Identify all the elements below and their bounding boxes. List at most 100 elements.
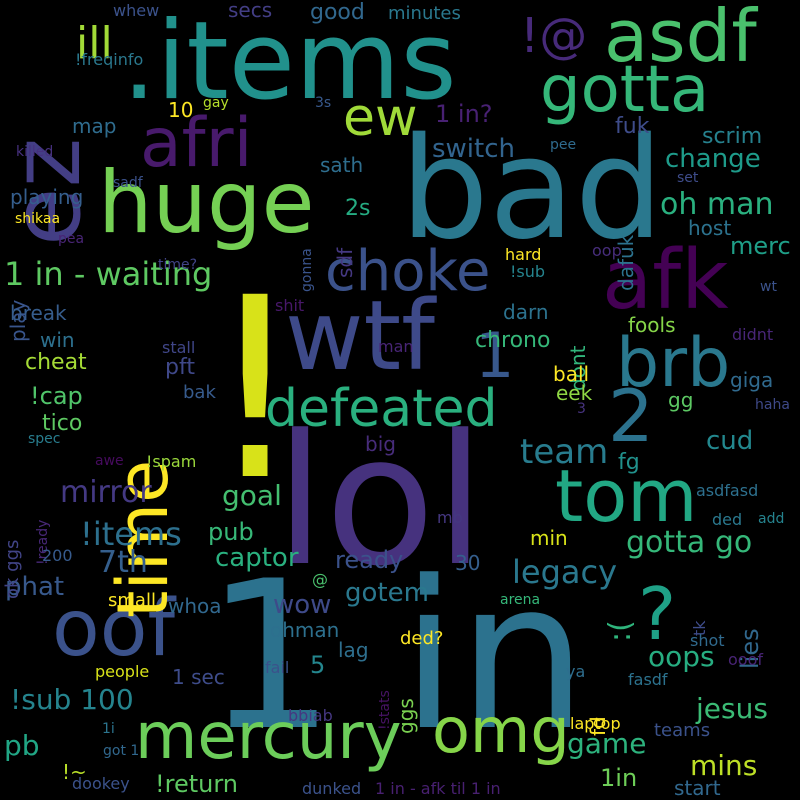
word-oops: oops xyxy=(648,640,715,673)
word-game: game xyxy=(567,727,647,760)
word-lag: lag xyxy=(338,638,369,662)
word-add: add xyxy=(758,511,785,527)
word-host: host xyxy=(688,216,732,240)
word-3: 3 xyxy=(577,401,586,417)
word-chrono: chrono xyxy=(475,328,551,353)
word-gay: gay xyxy=(203,95,229,111)
word-playing: playing xyxy=(10,185,84,209)
word-pea: pea xyxy=(58,231,85,247)
word-hard: hard xyxy=(505,245,542,264)
word-win: win xyxy=(40,328,75,352)
word-ded-q: ded? xyxy=(400,628,444,649)
word-shikaa: shikaa xyxy=(15,211,61,227)
word-fasdf: fasdf xyxy=(628,670,668,689)
word-eek: eek xyxy=(556,381,593,405)
word-afri: afri xyxy=(140,104,253,183)
word-gotem: gotem xyxy=(345,578,429,608)
word-jesus: jesus xyxy=(696,692,768,725)
word-tom: tom xyxy=(555,454,698,538)
word-bang-return: !return xyxy=(155,770,239,798)
word-3s: 3s xyxy=(315,95,332,111)
word-map: map xyxy=(72,114,117,138)
word-ggs: ggs xyxy=(394,698,418,734)
word-team: team xyxy=(520,432,609,472)
word-brb: brb xyxy=(616,324,731,403)
word-bang-cap: !cap xyxy=(30,382,83,410)
word-gotta-go: gotta go xyxy=(626,525,753,560)
word-pft: pft xyxy=(165,355,195,380)
word-merc: merc xyxy=(730,232,791,260)
word-asdf: asdf xyxy=(604,0,757,78)
word-whew: whew xyxy=(113,1,160,20)
word-fools: fools xyxy=(628,313,676,337)
word-big: big xyxy=(365,432,396,456)
word-ready: ready xyxy=(335,546,404,574)
word-gonna: gonna xyxy=(299,248,315,292)
word-pb: pb xyxy=(4,729,40,762)
word-oop: oop xyxy=(592,241,622,260)
word-1-in-waiting: 1 in - waiting xyxy=(4,255,213,293)
word-afk: afk xyxy=(602,233,729,328)
word-wtf: wtf xyxy=(285,280,435,392)
word-fail: fail xyxy=(265,658,290,677)
word-minutes: minutes xyxy=(388,3,461,24)
word-time-q: time? xyxy=(158,257,198,273)
word-secs: secs xyxy=(228,0,273,22)
word-awe: awe xyxy=(95,453,124,469)
word-change: change xyxy=(665,144,761,174)
word-mercury: mercury xyxy=(135,700,402,774)
word-teams: teams xyxy=(654,720,711,741)
word-ok-ggs: ok ggs xyxy=(2,539,23,599)
word-at-bang: !@ xyxy=(520,8,588,64)
word-darn: darn xyxy=(503,300,549,324)
word-huge: huge xyxy=(98,153,315,253)
word-exclaim: ! xyxy=(205,244,306,535)
word-fuk: fuk xyxy=(615,114,650,139)
word-1-in-afk-til-1-in: 1 in - afk til 1 in xyxy=(375,779,501,798)
word-tico: tico xyxy=(42,411,83,436)
word-bang-spam: !spam xyxy=(146,452,197,471)
word-ohman: ohman xyxy=(270,618,340,642)
word-dookey: dookey xyxy=(72,774,130,793)
word-stall: stall xyxy=(162,338,196,357)
word-1-in: 1 in xyxy=(205,538,588,776)
word-wt: wt xyxy=(760,279,777,295)
word-cud: cud xyxy=(706,426,754,456)
word-choke: choke xyxy=(325,239,491,304)
word-1i: 1i xyxy=(102,721,115,737)
word-haha: haha xyxy=(755,397,790,413)
word-omg: omg xyxy=(432,694,570,767)
word-1: 1 xyxy=(475,319,515,392)
word-items: .items xyxy=(122,0,457,124)
word-ill: ill xyxy=(76,18,113,69)
word-cheat: cheat xyxy=(25,350,87,375)
word-30: 30 xyxy=(455,551,481,575)
word-1in: 1in xyxy=(600,764,638,792)
word-pub: pub xyxy=(208,518,254,546)
word-phat: phat xyxy=(5,572,65,602)
word-oh-man: oh man xyxy=(660,187,774,222)
word-legacy: legacy xyxy=(512,553,618,591)
word-lol: lol xyxy=(275,397,486,606)
word-start: start xyxy=(674,776,721,800)
word-got-1: got 1 xyxy=(103,743,140,759)
word-bang-tilde: !~ xyxy=(62,760,87,784)
word-asdfasd: asdfasd xyxy=(696,481,759,500)
word-7th: 7th xyxy=(98,545,148,580)
word-2: 2 xyxy=(608,374,654,458)
word-killed: killed xyxy=(16,144,54,160)
word-1-sec: 1 sec xyxy=(172,665,225,689)
word-question: ? xyxy=(638,572,677,656)
word-laptop: laptop xyxy=(570,714,621,733)
word-gotta: gotta xyxy=(540,53,710,127)
word-switch: switch xyxy=(432,134,516,164)
word-2s: 2s xyxy=(345,196,371,221)
word-wow: wow xyxy=(273,590,332,620)
word-1-in-q: 1 in? xyxy=(435,100,493,128)
word-giga: giga xyxy=(730,368,774,392)
word-whoa: whoa xyxy=(168,594,222,618)
word-5: 5 xyxy=(310,651,326,679)
word-ball: ball xyxy=(553,362,590,386)
word-mb: mb xyxy=(437,508,463,527)
